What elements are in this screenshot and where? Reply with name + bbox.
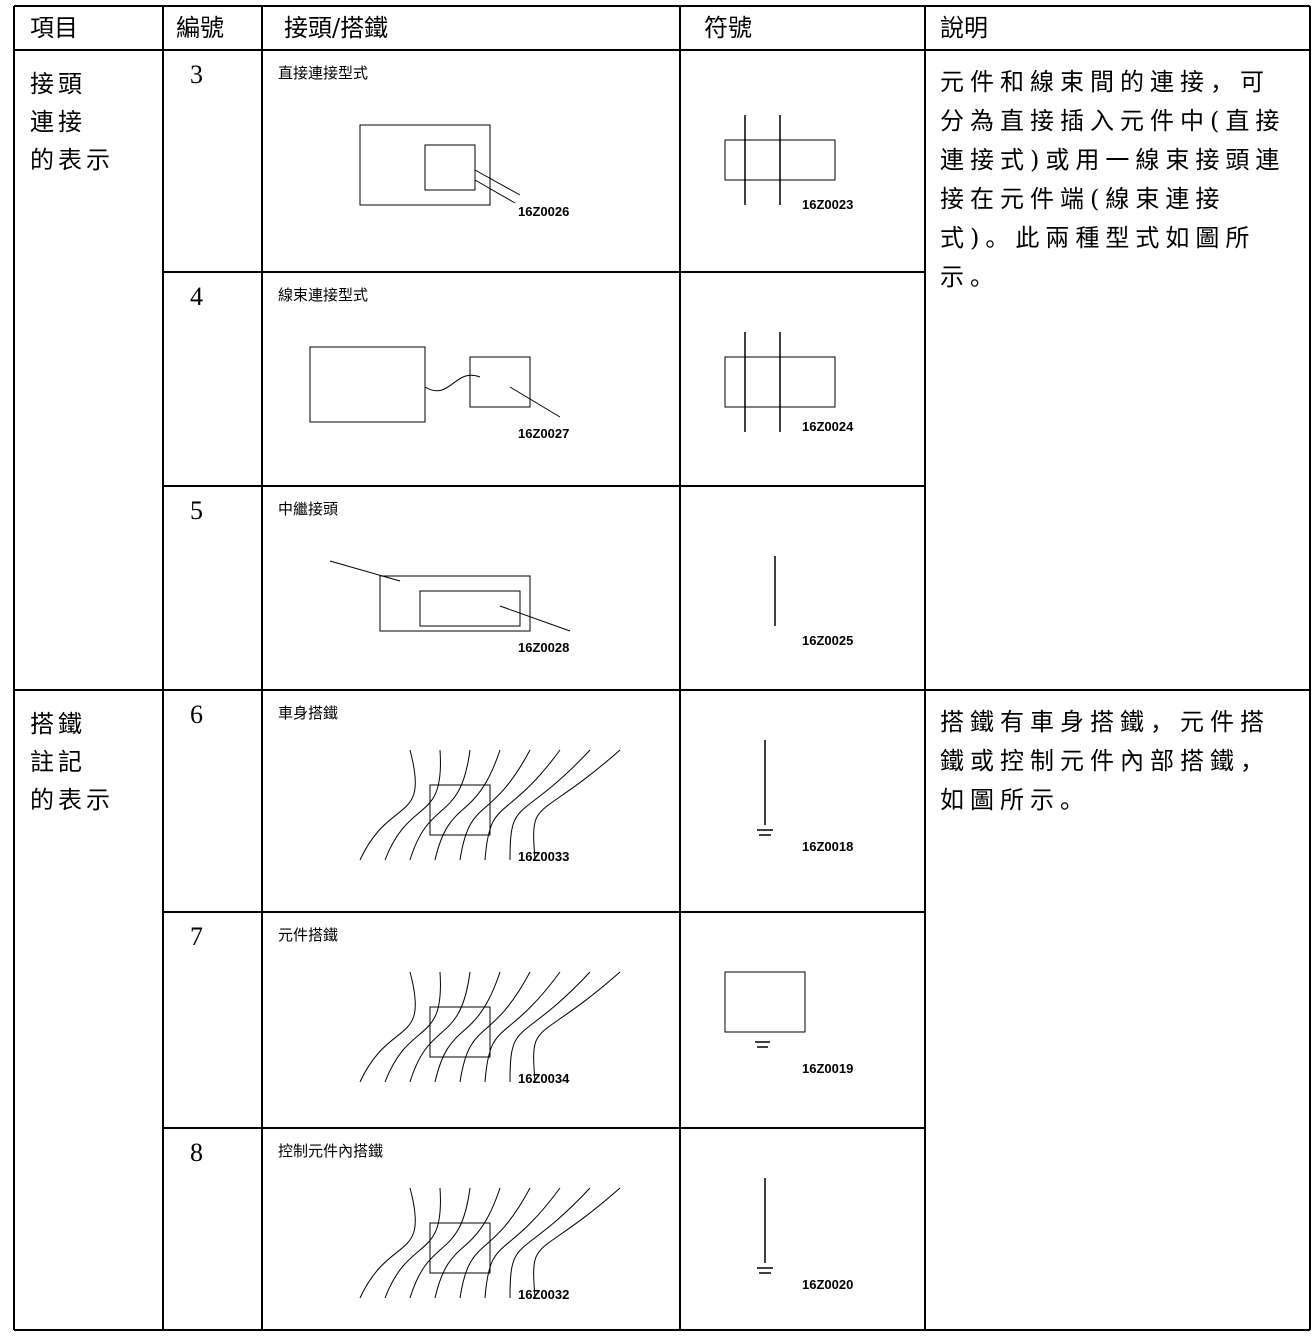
sketch-drawing [533,749,621,861]
description-line: 連接式)或用一線束接頭連 [940,146,1286,174]
row-number: 7 [190,922,203,951]
figure-code: 16Z0026 [518,204,570,219]
item-label: 註記 [30,748,86,776]
description-line: 搭鐵有車身搭鐵，元件搭 [940,708,1270,736]
sketch-drawing [434,749,501,861]
symbol-code: 16Z0024 [802,419,854,434]
connector-drawing [509,386,561,418]
item-label: 接頭 [30,70,86,98]
sketch-drawing [434,1187,501,1299]
sketch-drawing [429,784,491,836]
connector-drawing [424,374,481,392]
description-line: 式)。此兩種型式如圖所 [940,224,1256,252]
sketch-drawing [409,1187,471,1299]
sketch-drawing [484,971,561,1083]
description-line: 鐵或控制元件內部搭鐵， [940,747,1270,775]
sketch-drawing [459,971,531,1083]
description-line: 元件和線束間的連接，可 [940,68,1270,96]
figure-caption: 元件搭鐵 [278,926,339,944]
sketch-drawing [429,1006,491,1058]
sketch-drawing [409,749,471,861]
row-number: 3 [190,60,203,89]
connector-drawing [424,144,476,191]
connector-drawing [474,179,516,204]
symbol-code: 16Z0019 [802,1061,854,1076]
sketch-drawing [533,971,621,1083]
figure-caption: 控制元件內搭鐵 [278,1142,384,1160]
sketch-drawing [384,1187,441,1299]
description-line: 接在元件端(線束連接 [940,185,1226,213]
sketch-drawing [359,749,416,861]
symbol-drawing [724,971,806,1033]
symbol-code: 16Z0020 [802,1277,854,1292]
sketch-drawing [359,1187,416,1299]
sketch-drawing [509,1187,591,1299]
connector-drawing [499,605,571,632]
figure-code: 16Z0033 [518,849,570,864]
sketch-drawing [484,1187,561,1299]
figure-code: 16Z0032 [518,1287,570,1302]
sketch-drawing [509,971,591,1083]
figure-caption: 線束連接型式 [278,286,369,304]
connector-drawing [359,124,491,206]
sketch-drawing [459,1187,531,1299]
header-cell: 說明 [940,14,988,42]
connector-drawing [419,590,521,627]
figure-code: 16Z0034 [518,1071,570,1086]
description-line: 如圖所示。 [940,786,1090,814]
connector-drawing [469,356,531,408]
connector-drawing [309,346,426,423]
sketch-drawing [459,749,531,861]
description-line: 分為直接插入元件中(直接 [940,107,1286,135]
sketch-drawing [509,749,591,861]
figure-caption: 中繼接頭 [278,500,339,518]
symbol-code: 16Z0023 [802,197,854,212]
header-cell: 編號 [176,14,224,42]
sketch-drawing [434,971,501,1083]
sketch-drawing [484,749,561,861]
row-number: 6 [190,700,203,729]
figure-code: 16Z0027 [518,426,570,441]
header-cell: 接頭/搭鐵 [284,14,389,42]
item-label: 的表示 [30,146,114,174]
sketch-drawing [533,1187,621,1299]
row-number: 5 [190,496,203,525]
description-line: 示。 [940,263,1000,291]
figure-code: 16Z0028 [518,640,570,655]
header-cell: 符號 [704,14,752,42]
symbol-code: 16Z0018 [802,839,854,854]
sketch-drawing [359,971,416,1083]
item-label: 搭鐵 [30,710,86,738]
figure-caption: 車身搭鐵 [278,704,339,722]
connector-drawing [474,169,521,196]
figure-caption: 直接連接型式 [278,64,369,82]
sketch-drawing [409,971,471,1083]
symbol-code: 16Z0025 [802,633,854,648]
sketch-drawing [384,749,441,861]
sketch-drawing [429,1222,491,1274]
connector-drawing [379,575,531,632]
connector-drawing [329,560,401,582]
row-number: 8 [190,1138,203,1167]
header-cell: 項目 [30,14,78,42]
row-number: 4 [190,282,203,311]
item-label: 連接 [30,108,86,136]
item-label: 的表示 [30,786,114,814]
sketch-drawing [384,971,441,1083]
